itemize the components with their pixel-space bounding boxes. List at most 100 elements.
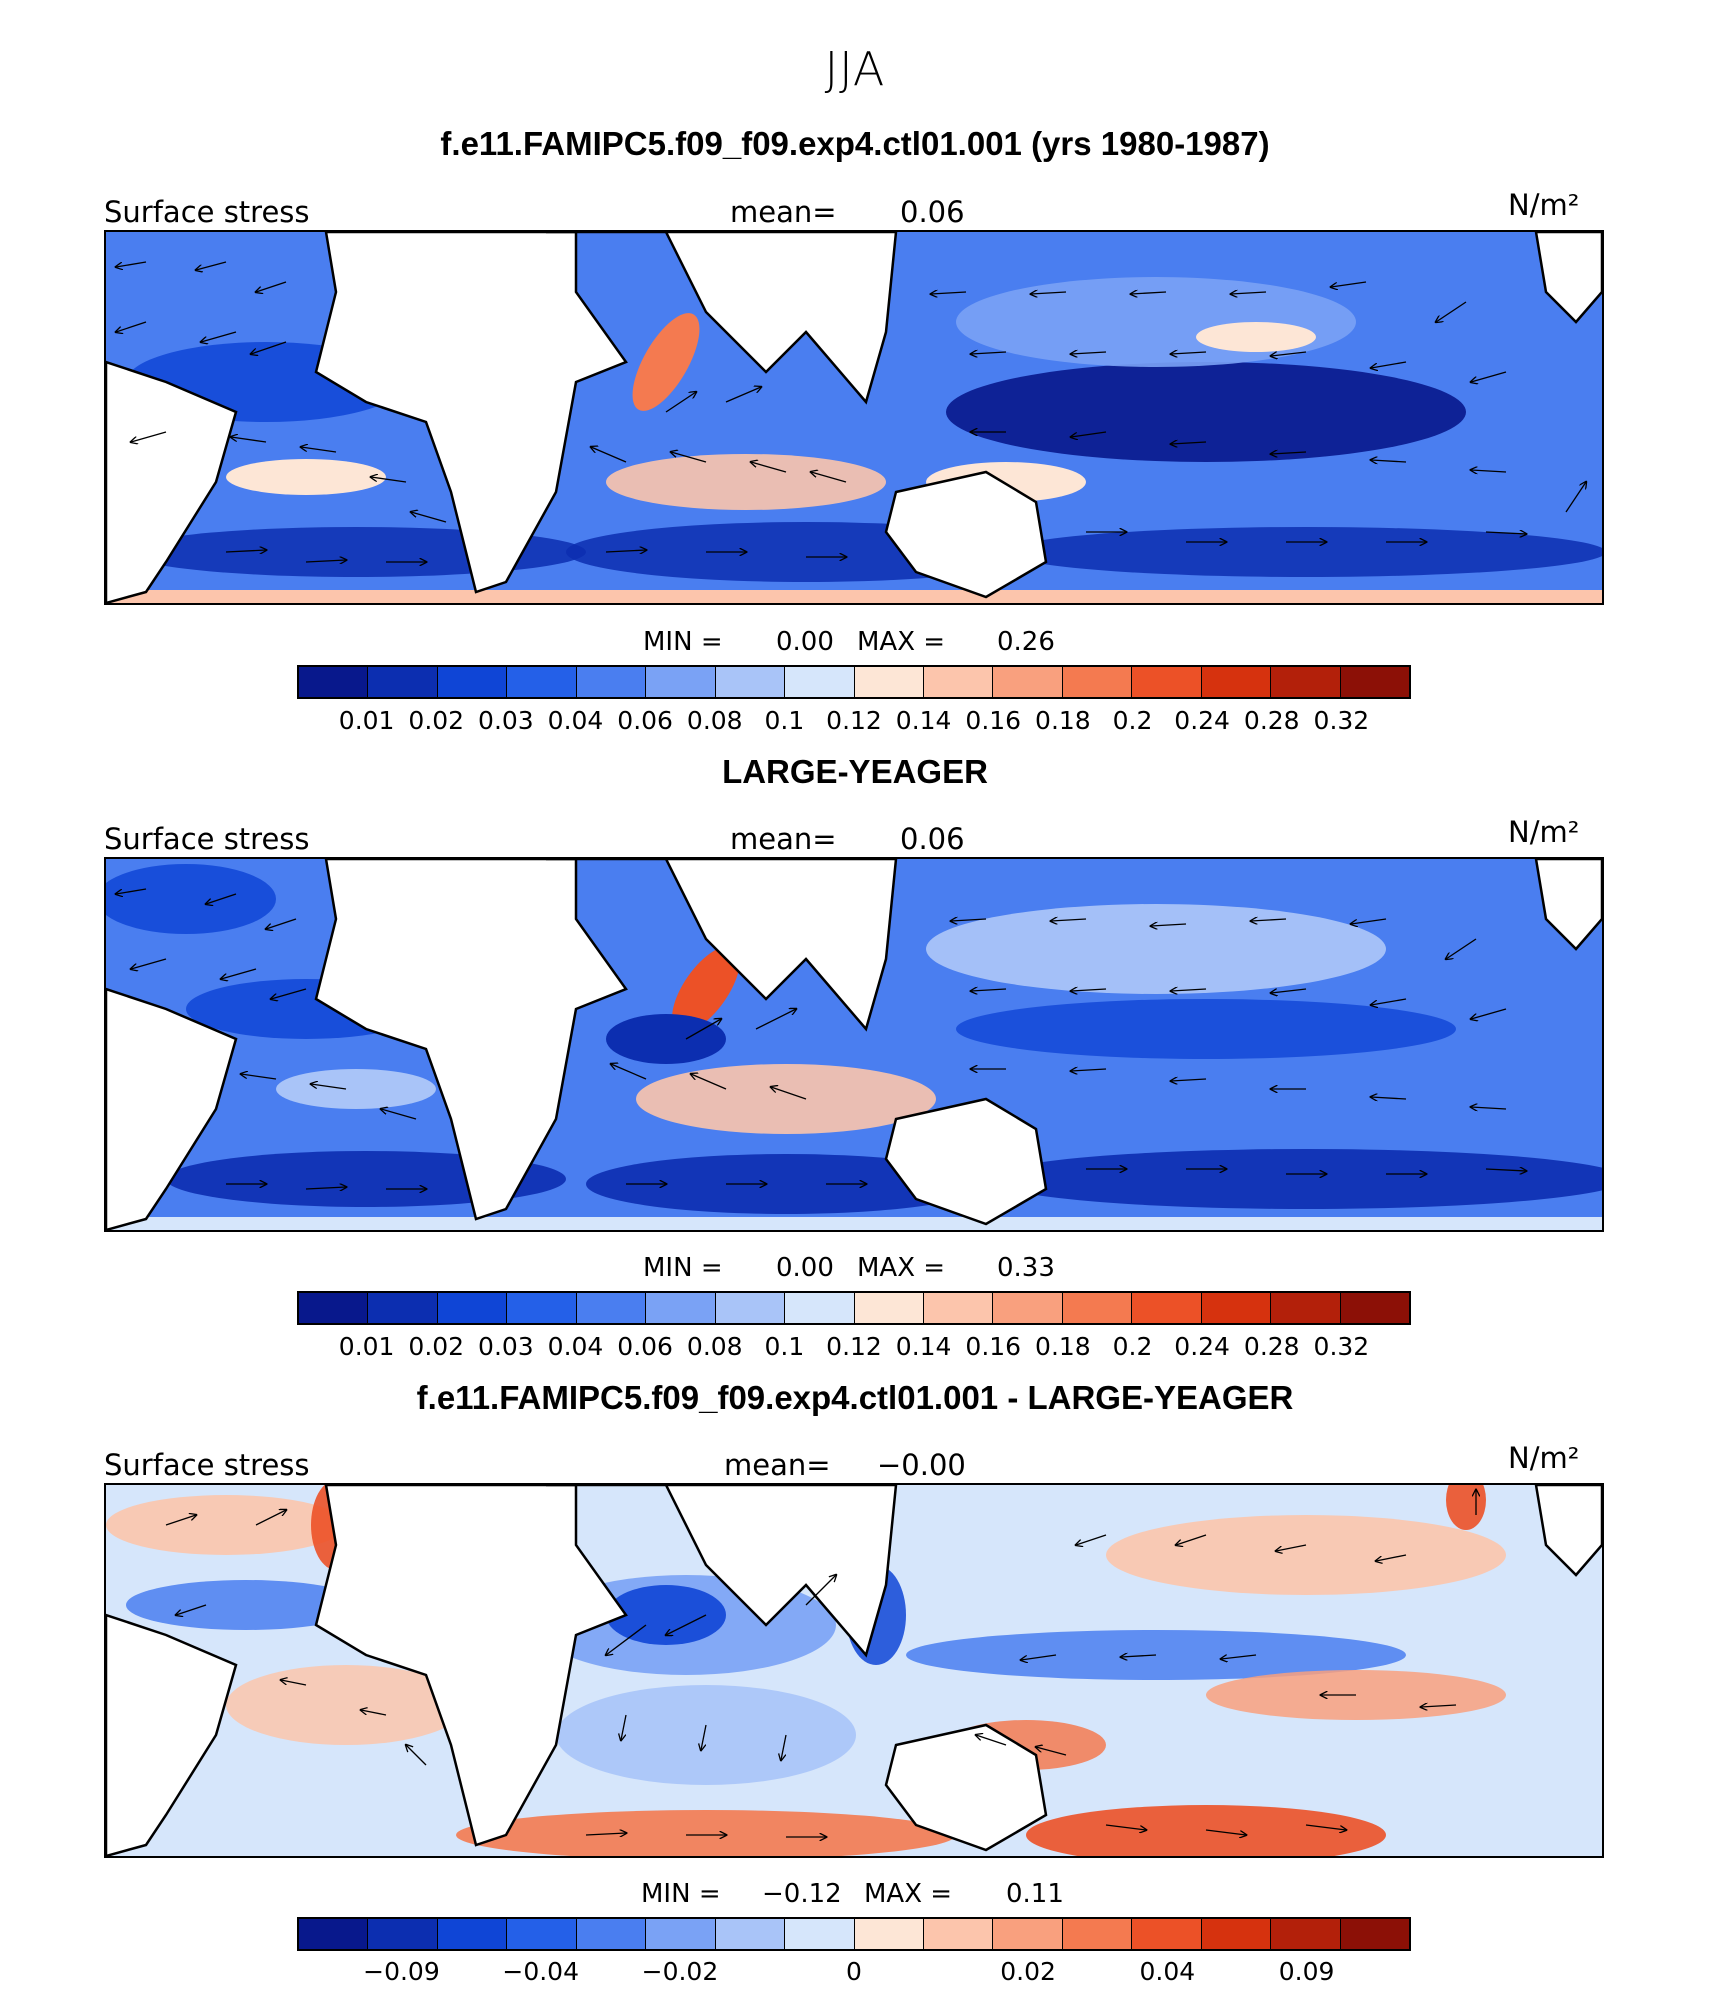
colorbar-swatch [1132,1293,1202,1323]
patch-north-pacific-pos [1106,1515,1506,1595]
land-south-america [106,987,238,1230]
colorbar-swatch [576,667,647,697]
colorbar-tick-label: 0.08 [686,1332,743,1361]
colorbar-swatch [1340,667,1409,697]
panel-2-title: LARGE-YEAGER [722,753,988,790]
colorbar-tick-label: 0.04 [547,706,604,735]
colorbar-swatch [1271,667,1341,697]
colorbar-tick-label: 0.1 [764,1332,805,1361]
colorbar-tick-label: 0.01 [338,706,395,735]
land-south-america [106,1613,238,1856]
band-atlantic-trades [226,459,386,495]
colorbar-tick-label: 0.18 [1035,706,1091,735]
colorbar-swatch [1271,1919,1341,1949]
panel-3-variable-label: Surface stress [104,1448,310,1482]
patch-arabian-sea-neg [606,1585,726,1645]
panel-3-colorbar [297,1917,1411,1951]
panel-3-mean-value: −0.00 [877,1448,966,1482]
band-south-pacific [1006,527,1602,577]
colorbar-swatch [1201,1919,1272,1949]
colorbar-swatch [854,667,924,697]
band-south-indian [586,1154,986,1214]
land-australia [884,1723,1048,1852]
band-southern-ocean [106,590,1602,603]
patch-somali-jet [672,946,740,1032]
colorbar-swatch [646,667,716,697]
colorbar-swatch [299,1919,369,1949]
land-africa [314,1485,628,1847]
colorbar-swatch [785,1919,855,1949]
colorbar-tick-label: −0.09 [363,1957,440,1986]
colorbar-tick-label: −0.02 [641,1957,719,1986]
colorbar-swatch [1062,1293,1133,1323]
band-pacific-doldrums [956,999,1456,1059]
panel-1-colorbar [297,665,1411,699]
land-north-america [1534,859,1602,951]
panel-1-variable-label: Surface stress [104,195,310,229]
colorbar-swatch [1062,1919,1133,1949]
band-pacific-doldrums [946,362,1466,462]
colorbar-swatch [507,667,577,697]
band-north-pacific [926,904,1386,994]
colorbar-tick-label: 0.08 [686,706,743,735]
colorbar-swatch [437,1293,508,1323]
colorbar-swatch [576,1293,647,1323]
colorbar-tick-label: 0 [846,1957,862,1986]
colorbar-swatch [923,1293,994,1323]
colorbar-swatch [923,1919,994,1949]
colorbar-tick-label: 0.09 [1278,1957,1335,1986]
colorbar-tick-label: 0.18 [1035,1332,1091,1361]
colorbar-swatch [993,1919,1063,1949]
colorbar-swatch [646,1293,716,1323]
colorbar-tick-label: 0.32 [1313,1332,1370,1361]
panel-3-map-svg [106,1485,1602,1856]
colorbar-swatch [576,1919,647,1949]
panel-1-min-label: MIN = [643,627,723,657]
colorbar-tick-label: 0.24 [1174,706,1230,735]
colorbar-tick-label: 0.03 [478,1332,534,1361]
panel-1-min-value: 0.00 [776,627,834,657]
panel-1-wind-vectors [116,261,1586,562]
panel-2-mean-label: mean= [730,822,837,856]
patch-arabian-sea [606,1014,726,1064]
panel-2-wind-vectors [116,888,1526,1189]
panel-1-mean-value: 0.06 [900,195,965,229]
panel-2-mean-value: 0.06 [900,822,965,856]
colorbar-tick-label: 0.16 [965,1332,1022,1361]
land-north-america [1534,1485,1602,1577]
band-indian-trades [606,454,886,510]
panel-2-units: N/m² [1508,815,1580,849]
colorbar-tick-label: 0.14 [895,706,952,735]
colorbar-swatch [1271,1293,1341,1323]
panel-3-min-value: −0.12 [762,1879,842,1909]
colorbar-swatch [715,1919,786,1949]
colorbar-tick-label: 0.2 [1112,706,1153,735]
colorbar-tick-label: −0.04 [502,1957,579,1986]
patch-atlantic-neg [126,1580,366,1630]
panel-2-max-value: 0.33 [997,1253,1055,1283]
land-australia [884,1097,1048,1226]
colorbar-swatch [507,1919,577,1949]
colorbar-swatch [854,1293,924,1323]
colorbar-tick-label: 0.12 [826,706,882,735]
colorbar-swatch [1201,667,1272,697]
colorbar-tick-label: 0.03 [478,706,534,735]
panel-3-map [104,1483,1604,1858]
patch-south-indian [556,1685,856,1785]
colorbar-swatch [1132,667,1202,697]
colorbar-swatch [993,1293,1063,1323]
colorbar-swatch [299,1293,369,1323]
panel-3-max-label: MAX = [864,1879,953,1909]
panel-1-units: N/m² [1508,188,1580,222]
colorbar-swatch [507,1293,577,1323]
colorbar-swatch [1062,667,1133,697]
colorbar-tick-label: 0.12 [826,1332,882,1361]
colorbar-swatch [437,667,508,697]
patch-somali-jet [632,313,700,411]
colorbar-tick-label: 0.14 [895,1332,952,1361]
land-africa [314,232,628,594]
colorbar-tick-label: 0.24 [1174,1332,1230,1361]
band-southern-ocean [106,1217,1602,1230]
colorbar-tick-label: 0.01 [338,1332,395,1361]
panel-1-max-value: 0.26 [997,627,1055,657]
